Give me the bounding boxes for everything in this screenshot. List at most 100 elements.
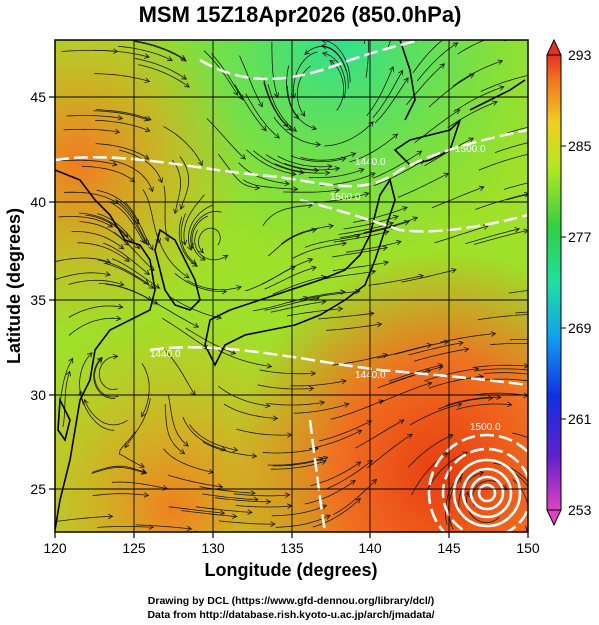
contour-ring: [441, 447, 528, 532]
streamline-arrow: [329, 59, 335, 66]
streamline: [333, 231, 389, 243]
coastline-japan: [204, 178, 396, 367]
streamline-arrow: [253, 496, 259, 503]
streamline-arrow: [284, 492, 291, 498]
contour-line: [149, 346, 528, 387]
streamline-arrow: [454, 109, 461, 115]
contour-label: 1440.0: [355, 157, 386, 168]
streamline: [93, 357, 116, 399]
streamline: [142, 189, 161, 244]
streamline-arrow: [402, 206, 408, 212]
streamline-arrow: [118, 244, 125, 250]
x-tick-label: 130: [201, 540, 225, 556]
streamline: [304, 235, 360, 248]
streamline-arrow: [334, 187, 341, 194]
streamline: [202, 493, 259, 500]
streamline: [466, 491, 500, 523]
streamline: [349, 133, 398, 163]
streamline: [290, 380, 347, 387]
credit-drawing: Drawing by DCL (https://www.gfd-dennou.o…: [148, 595, 434, 607]
streamline: [320, 270, 376, 281]
streamline-arrow: [274, 133, 280, 139]
streamline: [401, 269, 457, 283]
streamline: [202, 441, 257, 457]
streamline-arrow: [304, 49, 310, 55]
streamline: [274, 163, 330, 174]
streamline: [509, 469, 528, 488]
x-tick-label: 120: [43, 540, 67, 556]
streamline-arrow: [439, 63, 446, 69]
streamline-arrow: [343, 402, 350, 408]
streamline-arrow: [117, 303, 124, 310]
streamline: [180, 213, 197, 265]
streamline-arrow: [319, 400, 326, 406]
streamline-arrow: [383, 260, 390, 266]
streamline: [81, 165, 135, 183]
streamline: [141, 363, 150, 417]
streamline-arrow: [183, 273, 190, 279]
streamline: [504, 40, 509, 42]
streamline: [308, 168, 365, 178]
contour-ring: [477, 483, 497, 503]
streamline-arrow: [448, 434, 454, 439]
streamline: [355, 419, 405, 449]
streamline-arrow: [407, 433, 413, 439]
streamline-arrow: [370, 269, 377, 275]
streamline: [108, 201, 145, 244]
streamline-arrow: [463, 346, 470, 353]
streamline-arrow: [468, 137, 475, 143]
streamline-arrow: [403, 220, 410, 226]
streamline-arrow: [222, 254, 229, 260]
streamline-arrow: [523, 191, 528, 198]
streamline-arrow: [283, 121, 289, 128]
streamline-arrow: [321, 51, 328, 57]
streamline-arrow: [270, 521, 276, 527]
streamline-arrow: [542, 342, 547, 347]
streamline-arrow: [393, 214, 399, 221]
streamline-arrow: [334, 166, 341, 172]
streamline: [318, 312, 374, 320]
streamline-arrow: [535, 380, 540, 385]
streamline: [68, 317, 121, 336]
streamline-arrow: [340, 289, 346, 295]
streamline-arrow: [416, 150, 423, 156]
streamline-arrow: [382, 245, 389, 252]
streamline: [94, 358, 119, 398]
streamline: [324, 121, 374, 147]
x-tick-label: 140: [358, 540, 382, 556]
y-tick-label: 30: [30, 387, 46, 403]
streamline-arrow: [179, 204, 185, 210]
streamline-arrow: [514, 227, 521, 233]
streamline: [494, 142, 528, 153]
streamline: [174, 272, 227, 292]
streamline: [189, 424, 238, 451]
streamline: [309, 429, 362, 450]
streamline-arrow: [87, 352, 93, 358]
contour-label: 1440.0: [150, 349, 181, 360]
streamline: [138, 64, 190, 88]
streamline: [197, 227, 221, 254]
streamline: [290, 155, 346, 163]
streamline: [321, 40, 351, 83]
streamline-arrow: [437, 363, 444, 369]
streamline: [111, 481, 168, 489]
y-tick-label: 45: [30, 89, 46, 105]
streamline-arrow: [443, 172, 450, 178]
streamline: [265, 154, 319, 171]
streamline-arrow: [143, 154, 150, 160]
streamline: [325, 323, 382, 331]
streamline-arrow: [232, 446, 239, 453]
streamline-arrow: [186, 525, 193, 532]
streamline: [187, 204, 213, 251]
streamline-arrow: [525, 525, 528, 532]
contour-labels: 1500.0 1440.0 1500.0 1440.0 1440.0 1500.…: [150, 144, 501, 433]
streamline-arrow: [219, 510, 226, 516]
streamline-arrow: [497, 59, 504, 65]
streamline-arrow: [265, 402, 271, 409]
streamline: [96, 109, 152, 121]
streamline-arrow: [532, 490, 536, 495]
streamline: [98, 259, 149, 285]
streamline-arrow: [236, 285, 242, 291]
streamline: [368, 275, 424, 286]
streamline: [408, 342, 464, 356]
